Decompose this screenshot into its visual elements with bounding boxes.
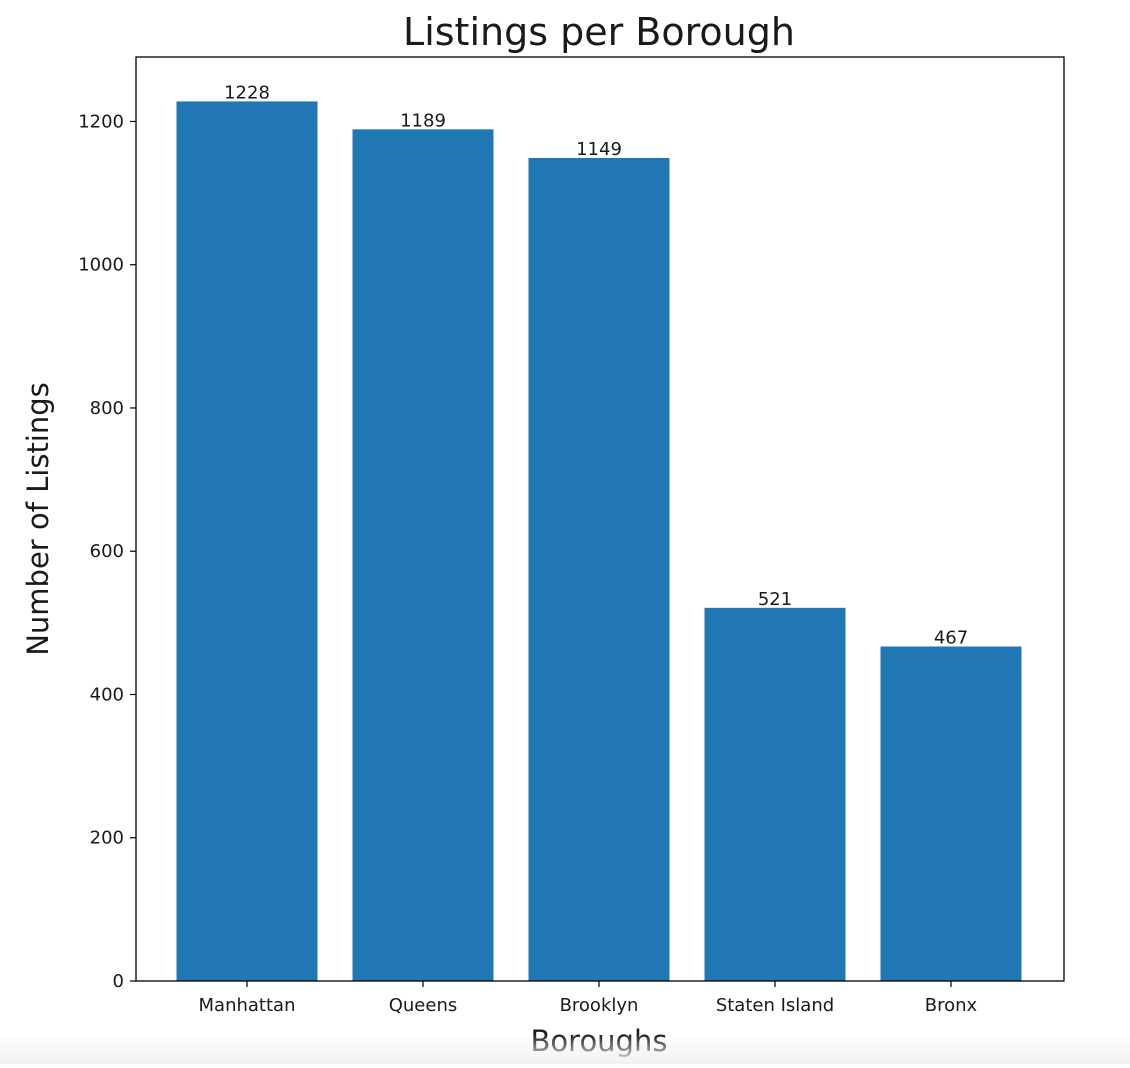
- y-tick-label: 800: [90, 398, 124, 419]
- y-tick-label: 400: [90, 684, 124, 705]
- bars-group: [176, 101, 1022, 982]
- chart-title: Listings per Borough: [403, 10, 795, 54]
- bar-staten-island: [704, 607, 846, 981]
- data-labels-group: 1228 1189 1149 521 467: [224, 82, 968, 648]
- data-label: 1149: [576, 139, 622, 160]
- data-label: 467: [934, 627, 968, 648]
- x-tick-label: Manhattan: [199, 995, 296, 1016]
- x-tick-label: Queens: [389, 995, 458, 1016]
- bar-bronx: [880, 646, 1022, 981]
- plot-frame: [135, 56, 1065, 982]
- y-tick-label: 1200: [78, 111, 124, 132]
- bar-manhattan: [176, 101, 318, 981]
- x-axis-label: Boroughs: [531, 1024, 668, 1058]
- x-axis-ticks: Manhattan Queens Brooklyn Staten Island Bron…: [199, 981, 978, 1016]
- y-axis-label: Number of Listings: [21, 382, 55, 656]
- y-tick-label: 1000: [78, 255, 124, 276]
- x-tick-label: Bronx: [925, 995, 978, 1016]
- y-tick-label: 600: [90, 541, 124, 562]
- x-tick-label: Brooklyn: [560, 995, 639, 1016]
- bar-queens: [352, 129, 494, 982]
- y-axis-ticks: 0 200 400 600 800 1000 1200: [78, 111, 136, 992]
- bar-brooklyn: [528, 157, 670, 981]
- data-label: 1189: [400, 110, 446, 131]
- data-label: 521: [758, 589, 792, 610]
- y-tick-label: 200: [90, 828, 124, 849]
- x-tick-label: Staten Island: [716, 995, 834, 1016]
- y-tick-label: 0: [113, 971, 124, 992]
- data-label: 1228: [224, 82, 270, 103]
